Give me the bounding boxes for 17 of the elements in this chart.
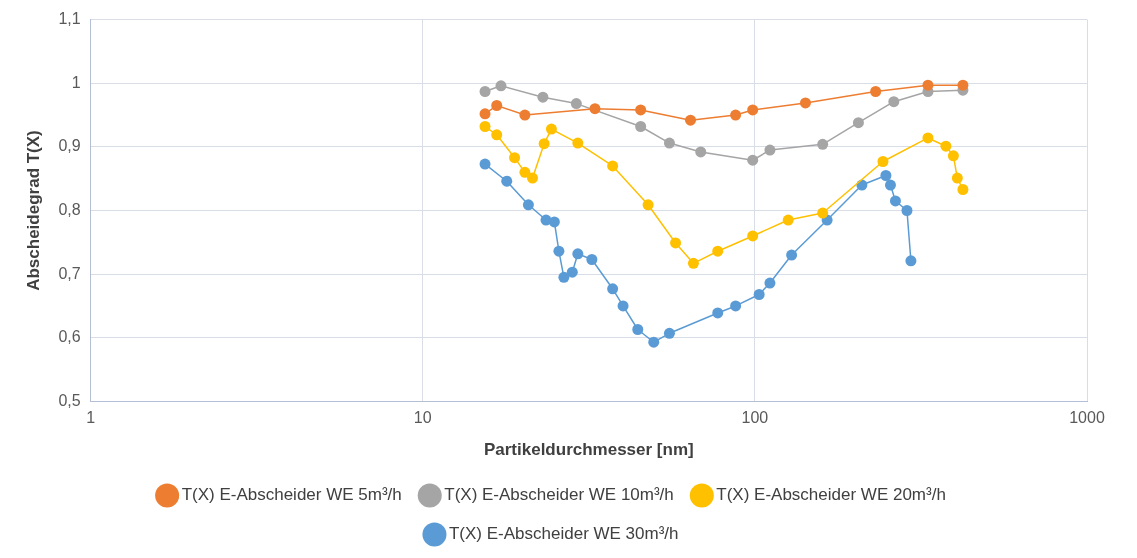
x-tick-label: 1 (86, 409, 96, 427)
legend-label: T(X) E-Abscheider WE 5m³/h (181, 485, 402, 505)
y-tick-label: 0,9 (58, 137, 81, 155)
x-tick-label: 10 (413, 409, 432, 427)
x-tick-label: 100 (741, 409, 769, 427)
y-tick-label: 0,6 (58, 328, 81, 346)
x-tick-label: 1000 (1069, 409, 1105, 427)
y-axis-title: Abscheidegrad T(X) (23, 130, 43, 291)
y-tick-label: 0,8 (58, 200, 81, 218)
y-tick-label: 0,5 (58, 391, 81, 409)
y-tick-label: 1 (71, 73, 81, 91)
legend-label: T(X) E-Abscheider WE 20m³/h (716, 485, 946, 505)
legend-label: T(X) E-Abscheider WE 10m³/h (444, 485, 674, 505)
legend-label: T(X) E-Abscheider WE 30m³/h (448, 524, 679, 544)
x-axis-title: Partikeldurchmesser [nm] (483, 440, 694, 460)
y-tick-label: 0,7 (58, 264, 81, 282)
y-tick-label: 1,1 (58, 10, 81, 28)
